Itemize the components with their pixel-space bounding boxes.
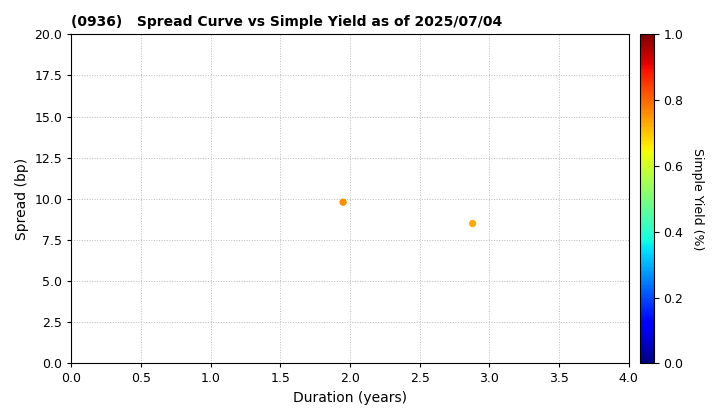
Point — [337, 199, 348, 205]
Y-axis label: Spread (bp): Spread (bp) — [15, 158, 29, 240]
X-axis label: Duration (years): Duration (years) — [293, 391, 407, 405]
Point — [467, 220, 478, 227]
Text: (0936)   Spread Curve vs Simple Yield as of 2025/07/04: (0936) Spread Curve vs Simple Yield as o… — [71, 15, 503, 29]
Y-axis label: Simple Yield (%): Simple Yield (%) — [691, 148, 704, 250]
